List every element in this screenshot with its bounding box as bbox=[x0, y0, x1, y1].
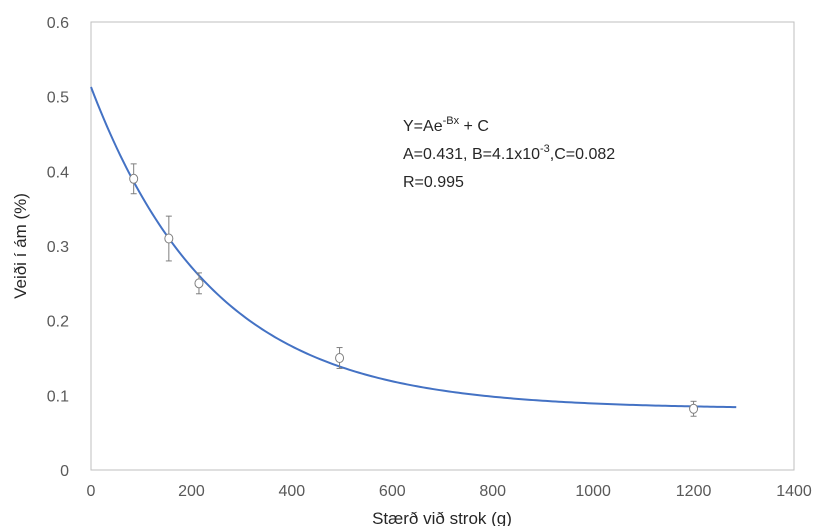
x-tick-label: 800 bbox=[479, 483, 506, 500]
data-point bbox=[335, 347, 345, 369]
point-marker bbox=[194, 278, 204, 289]
y-tick-label: 0.5 bbox=[47, 90, 69, 107]
data-points bbox=[129, 163, 699, 417]
point-marker bbox=[164, 233, 174, 244]
annotation-r-value: R=0.995 bbox=[403, 174, 464, 191]
data-point bbox=[689, 400, 699, 417]
data-point bbox=[164, 215, 174, 262]
x-tick-label: 1200 bbox=[676, 483, 712, 500]
data-point bbox=[194, 272, 204, 295]
annotation-parameters: A=0.431, B=4.1x10-3,C=0.082 bbox=[403, 143, 615, 163]
annotation-equation: Y=Ae-Bx + C bbox=[403, 115, 489, 135]
point-marker bbox=[129, 173, 139, 184]
point-marker bbox=[335, 353, 345, 363]
y-tick-label: 0.2 bbox=[47, 314, 69, 331]
x-tick-label: 1000 bbox=[575, 483, 611, 500]
y-axis-title: Veiði í ám (%) bbox=[11, 193, 30, 299]
x-tick-label: 600 bbox=[379, 483, 406, 500]
x-axis: 0 200 400 600 800 1000 1200 1400 bbox=[87, 483, 812, 500]
x-tick-label: 1400 bbox=[776, 483, 812, 500]
y-tick-label: 0 bbox=[60, 463, 69, 480]
y-tick-label: 0.6 bbox=[47, 15, 69, 32]
plot-area bbox=[90, 21, 795, 471]
y-axis: 0 0.1 0.2 0.3 0.4 0.5 0.6 bbox=[47, 15, 69, 480]
point-marker bbox=[689, 403, 699, 414]
x-tick-label: 0 bbox=[87, 483, 96, 500]
x-tick-label: 200 bbox=[178, 483, 205, 500]
data-point bbox=[129, 163, 139, 195]
y-tick-label: 0.4 bbox=[47, 164, 69, 181]
x-axis-title: Stærð við strok (g) bbox=[372, 509, 512, 526]
x-tick-label: 400 bbox=[279, 483, 306, 500]
y-tick-label: 0.3 bbox=[47, 239, 69, 256]
y-tick-label: 0.1 bbox=[47, 388, 69, 405]
